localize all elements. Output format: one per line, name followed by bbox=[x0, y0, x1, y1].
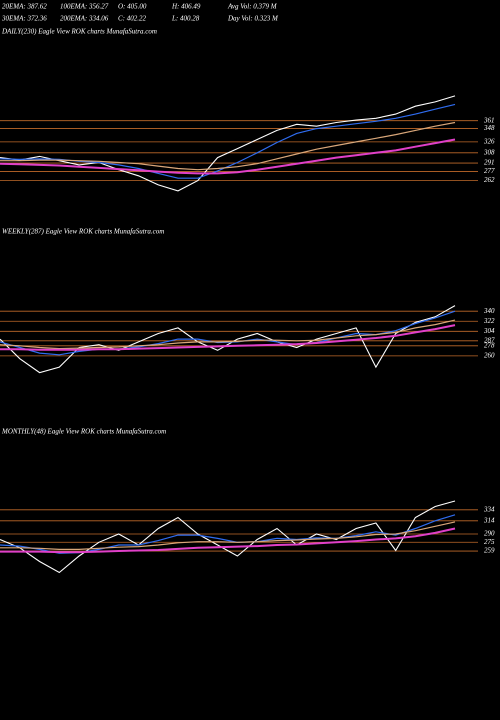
header-stat: C: 402.22 bbox=[118, 15, 147, 23]
y-tick-label: 308 bbox=[483, 148, 495, 156]
price-line bbox=[0, 324, 456, 351]
y-tick-label: 262 bbox=[484, 176, 495, 184]
y-tick-label: 291 bbox=[484, 159, 495, 167]
y-tick-label: 287 bbox=[484, 336, 495, 344]
y-tick-label: 260 bbox=[484, 351, 495, 359]
y-tick-label: 340 bbox=[483, 307, 495, 315]
y-tick-label: 361 bbox=[483, 116, 495, 124]
header-stat: Avg Vol: 0.379 M bbox=[227, 3, 278, 11]
price-line bbox=[0, 319, 456, 350]
y-tick-label: 278 bbox=[484, 341, 495, 349]
panel-title: DAILY(230) Eagle View ROK charts MunafaS… bbox=[1, 28, 157, 36]
header-stat: 100EMA: 356.27 bbox=[60, 3, 109, 11]
y-tick-label: 277 bbox=[484, 167, 495, 175]
y-tick-label: 259 bbox=[484, 547, 495, 555]
header-stat: Day Vol: 0.323 M bbox=[227, 15, 279, 23]
header-stat: H: 406.49 bbox=[171, 3, 201, 11]
header-stat: O: 405.00 bbox=[118, 3, 147, 11]
y-tick-label: 348 bbox=[483, 124, 495, 132]
header-stat: L: 400.28 bbox=[171, 15, 200, 23]
y-tick-label: 304 bbox=[483, 327, 495, 335]
panel-title: MONTHLY(48) Eagle View ROK charts Munafa… bbox=[1, 428, 166, 436]
y-tick-label: 334 bbox=[483, 505, 495, 513]
price-line bbox=[0, 95, 456, 192]
y-tick-label: 290 bbox=[484, 530, 495, 538]
price-line bbox=[0, 305, 456, 374]
header-stat: 20EMA: 387.62 bbox=[2, 3, 47, 11]
y-tick-label: 275 bbox=[484, 538, 495, 546]
price-line bbox=[0, 121, 456, 171]
price-line bbox=[0, 521, 456, 550]
price-line bbox=[0, 500, 456, 574]
price-line bbox=[0, 527, 456, 554]
price-line bbox=[0, 138, 456, 175]
y-tick-label: 322 bbox=[483, 317, 495, 325]
panel-title: WEEKLY(287) Eagle View ROK charts Munafa… bbox=[2, 228, 164, 236]
y-tick-label: 326 bbox=[483, 138, 495, 146]
header-stat: 30EMA: 372.36 bbox=[1, 15, 47, 23]
header-stat: 200EMA: 334.06 bbox=[60, 15, 109, 23]
y-tick-label: 314 bbox=[483, 516, 495, 524]
